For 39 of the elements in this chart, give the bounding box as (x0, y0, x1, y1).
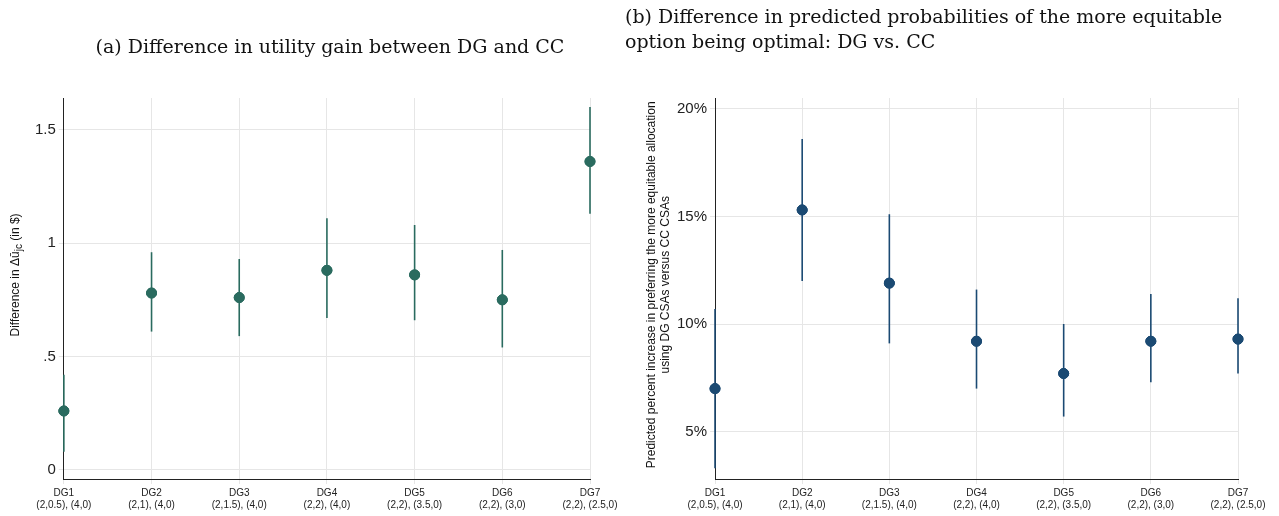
y-tick-label: 10% (676, 314, 708, 332)
y-tick-label: 1 (47, 233, 56, 251)
x-tick-label: DG5 (2,2), (3.5,0) (387, 486, 443, 510)
point (1145, 335, 1157, 347)
y-tick-label: 1.5 (34, 119, 56, 137)
y-tick-label: .5 (43, 346, 56, 364)
x-tick-label: DG6 (2,2), (3,0) (478, 486, 526, 510)
x-tick-label: DG6 (2,2), (3,0) (1127, 486, 1175, 510)
y-tick-label: 0 (47, 460, 56, 478)
y-tick-label: 5% (685, 421, 708, 439)
x-tick-label: DG2 (2,1), (4,0) (778, 486, 826, 510)
point (1232, 333, 1244, 345)
y-tick-label: 20% (676, 98, 708, 116)
chart-title: (b) Difference in predicted probabilities of the more equitable option being optimal: DG vs. CC (625, 4, 1224, 54)
point (709, 383, 721, 395)
point (409, 269, 421, 281)
point (584, 156, 596, 167)
x-tick-label: DG7 (2,2), (2.5,0) (1210, 486, 1266, 510)
x-tick-label: DG4 (2,2), (4,0) (953, 486, 1000, 510)
x-tick-label: DG2 (2,1), (4,0) (128, 486, 175, 510)
x-tick-label: DG3 (2,1.5), (4,0) (861, 486, 917, 510)
point (883, 277, 895, 289)
point (1058, 368, 1070, 380)
point (971, 335, 983, 347)
point (321, 264, 333, 276)
point (233, 292, 245, 304)
x-tick-label: DG3 (2,1.5), (4,0) (211, 486, 267, 510)
point (146, 287, 158, 299)
y-axis-title: Predicted percent increase in preferring the more equitable allocation using DG CSAs versus CC CSAs (643, 101, 672, 469)
point (496, 294, 508, 306)
x-tick-label: DG1 (2,0.5), (4,0) (687, 486, 743, 510)
x-tick-label: DG7 (2,2), (2.5,0) (562, 486, 618, 510)
chart-title: (a) Difference in utility gain between DG and CC (94, 34, 566, 59)
y-tick-label: 15% (676, 206, 708, 224)
x-tick-label: DG5 (2,2), (3.5,0) (1036, 486, 1092, 510)
point (796, 204, 808, 216)
x-tick-label: DG4 (2,2), (4,0) (303, 486, 351, 510)
point (58, 405, 70, 417)
x-tick-label: DG1 (2,0.5), (4,0) (36, 486, 92, 510)
